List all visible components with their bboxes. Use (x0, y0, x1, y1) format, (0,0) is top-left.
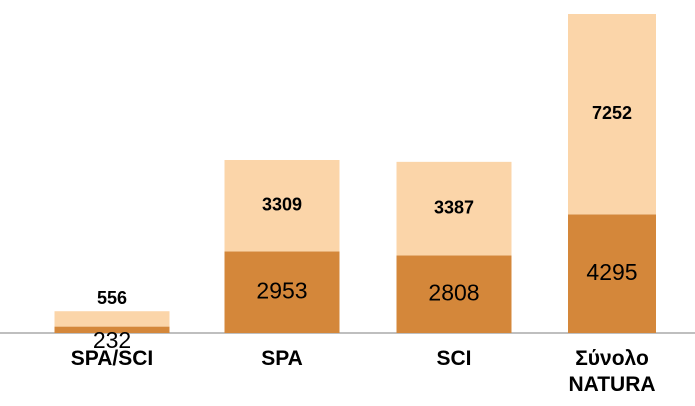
value-label: 2808 (428, 279, 479, 305)
category-label: SCI (436, 347, 472, 370)
value-label: 3387 (434, 197, 474, 217)
value-label: 2953 (256, 277, 307, 303)
bar-segment (568, 14, 656, 215)
value-label: 7252 (592, 103, 632, 123)
value-label: 556 (97, 288, 127, 308)
bar-segment (396, 161, 512, 256)
bar-segment (54, 326, 170, 333)
bar-segment (224, 160, 340, 252)
bar-segment (54, 311, 170, 327)
value-label: 3309 (262, 194, 302, 214)
bar-segment (568, 214, 656, 333)
category-label: SPA (261, 347, 303, 370)
category-label: Σύνολο NATURA (568, 347, 656, 396)
bar-segment (396, 255, 512, 333)
value-label: 232 (93, 327, 131, 353)
bar-segment (224, 251, 340, 333)
value-label: 4295 (586, 259, 637, 285)
category-label: SPA/SCI (70, 347, 154, 370)
